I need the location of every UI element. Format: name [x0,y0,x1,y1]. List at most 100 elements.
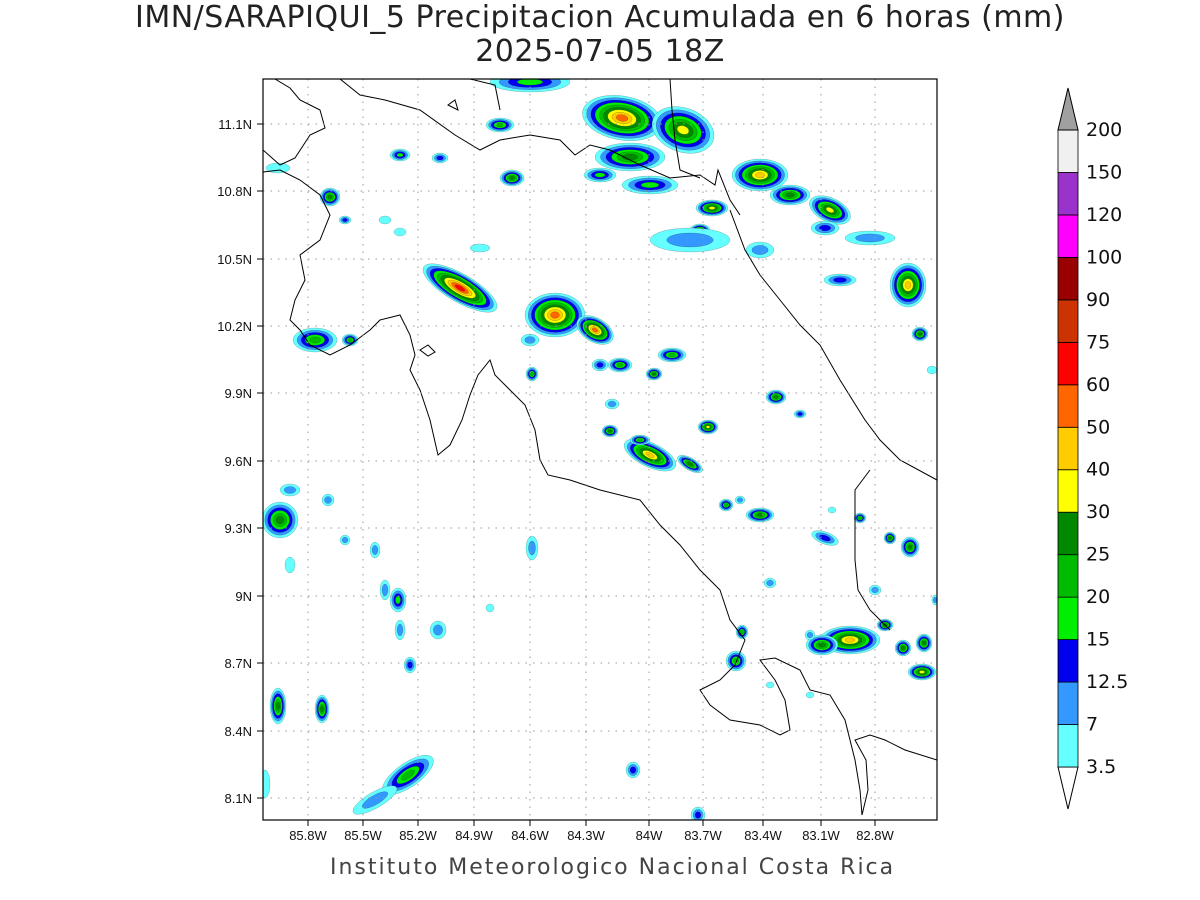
precip-contour [756,513,764,517]
precip-cell [805,691,815,699]
precip-contour [926,365,937,375]
colorbar-swatch [1057,469,1079,513]
precip-contour [668,353,676,357]
x-tick-label: 84.6W [511,828,549,843]
precip-cell [525,535,539,561]
colorbar-level-label: 3.5 [1086,756,1116,778]
colorbar-swatch [1057,426,1079,471]
precip-contour [276,701,280,711]
precip-contour [666,232,714,248]
y-tick-label: 10.8N [217,184,252,199]
precip-cell [745,241,775,259]
precip-cell [485,603,495,613]
precip-cell [745,507,775,523]
y-axis-ticks: 11.1N 10.8N 10.5N 10.2N 9.9N 9.6N 9.3N 9N 8.7N 8.… [217,117,263,806]
y-tick-label: 9.3N [225,521,252,536]
precip-cell [499,169,525,187]
river-sanjuan [669,79,701,179]
precip-cell [894,639,912,657]
precip-contour [342,218,348,222]
precip-cell [382,755,434,795]
precip-contour [397,624,403,636]
colorbar-level-label: 75 [1086,331,1110,353]
colorbar-swatch [1057,214,1079,258]
precip-cell [576,315,614,345]
precip-contour [517,79,543,86]
precip-contour [393,227,407,237]
precip-contour [608,429,612,433]
precip-cell [378,215,392,225]
precip-cell [811,530,839,546]
precip-cell [625,761,641,779]
precip-contour [550,311,560,319]
coastlines [263,79,937,816]
precip-contour [807,632,813,638]
precip-cell [763,577,777,589]
precip-contour [530,372,534,376]
map-datetime: 2025-07-05 18Z [475,34,725,69]
precip-contour [805,691,815,699]
precip-cell [629,434,651,446]
precip-contour [309,336,321,344]
precip-cell [489,79,571,93]
precip-contour [765,681,775,689]
precip-contour [933,597,937,603]
precip-contour [382,584,388,596]
y-tick-label: 9N [235,589,252,604]
precip-cell [389,148,411,162]
precip-contour [362,791,388,809]
precip-cell [591,358,609,372]
precip-cell [403,656,417,674]
precip-cell [765,389,787,405]
precip-cell [624,438,676,472]
precip-cell [339,534,351,546]
precip-cell [697,419,719,435]
precip-contour [918,332,922,336]
precip-contour [342,537,348,543]
colorbar-level-label: 150 [1086,161,1122,183]
precip-cell [657,347,687,363]
precip-contour [263,769,271,799]
precip-contour [755,172,765,178]
precip-contour [766,580,774,586]
precip-cell [582,95,662,141]
precip-contour [855,233,885,243]
y-tick-label: 9.9N [225,386,252,401]
precip-contour [524,336,536,344]
precip-contour [904,281,912,289]
precip-cell [735,624,749,640]
colorbar-min-arrow [1057,766,1079,810]
precip-contour [901,646,905,650]
precip-contour [485,603,495,613]
y-tick-label: 10.2N [217,319,252,334]
colorbar-level-label: 12.5 [1086,671,1128,693]
precip-contour [594,172,606,178]
y-tick-label: 9.6N [225,454,252,469]
precip-cell [269,687,287,725]
precip-cell [734,495,746,505]
colorbar-swatch [1057,681,1079,725]
precip-contour [922,640,926,646]
precip-contour [327,194,333,200]
precip-contour [509,176,515,180]
precip-cell [321,493,335,507]
precip-cell [284,556,296,574]
colorbar-level-label: 15 [1086,629,1110,651]
precip-cell [649,227,731,253]
precip-cell [725,650,747,672]
precip-contour [695,811,701,819]
precip-contour [378,215,392,225]
colorbar-swatch [1057,384,1079,428]
x-tick-label: 85.8W [289,828,327,843]
precip-contour [496,123,504,127]
precip-contour [324,496,332,504]
precip-cell [469,243,491,253]
precip-cell [769,184,811,206]
x-tick-label: 84W [636,828,663,843]
precip-cell [810,220,840,236]
precip-contour [436,155,444,161]
precip-cell [319,187,341,207]
precip-contour [751,245,769,255]
y-tick-label: 8.1N [225,791,252,806]
precip-contour [797,412,803,416]
